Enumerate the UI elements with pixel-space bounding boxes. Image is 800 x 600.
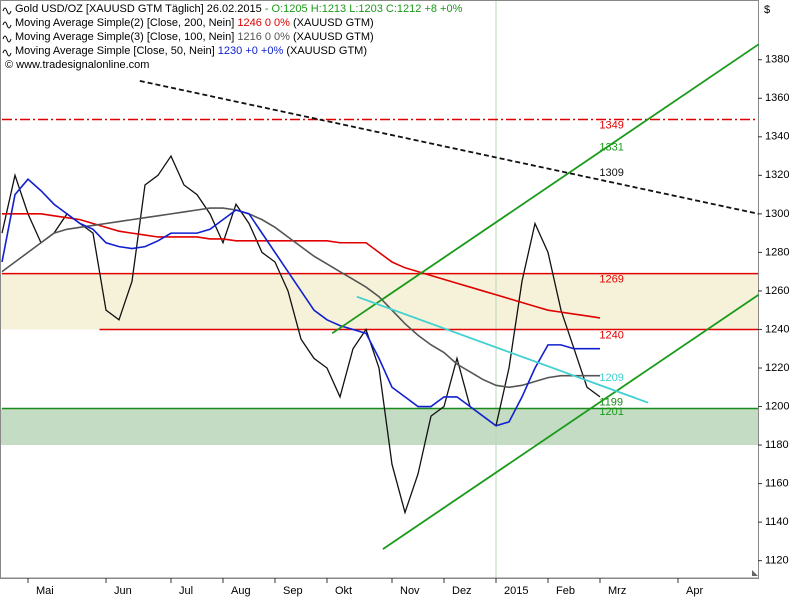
level-label: 1269 [599, 273, 623, 285]
legend-text: Moving Average Simple(2) [Close, 200, Ne… [15, 17, 234, 29]
legend-suffix: (XAUUSD GTM) [290, 17, 374, 29]
trend-line [382, 294, 760, 550]
y-tick-label: 1220 [765, 362, 789, 374]
legend-value: - O:1205 H:1213 L:1203 C:1212 +8 +0% [262, 3, 463, 15]
y-tick-label: 1360 [765, 92, 789, 104]
currency-label: $ [764, 4, 770, 16]
trend-line [139, 80, 759, 215]
series-line [2, 213, 601, 319]
legend-icon [2, 49, 12, 57]
level-label: 1240 [599, 329, 623, 341]
legend-icon [2, 35, 12, 43]
x-tick-label: Jul [179, 585, 193, 597]
trend-label: 1309 [599, 167, 623, 179]
legend-text: Moving Average Simple(3) [Close, 100, Ne… [15, 31, 234, 43]
x-tick-label: Feb [556, 585, 575, 597]
trend-label: 1209 [599, 372, 623, 384]
legend-icon [2, 21, 12, 29]
x-tick-label: Dez [452, 585, 472, 597]
x-tick-label: Mai [36, 585, 54, 597]
series-line [1, 207, 600, 389]
x-tick-label: Aug [231, 585, 251, 597]
legend-entry: Moving Average Simple [Close, 50, Nein] … [15, 45, 367, 57]
y-tick-label: 1260 [765, 285, 789, 297]
y-tick-label: 1120 [765, 555, 789, 567]
legend-value: 1246 0 0% [234, 17, 290, 29]
x-tick-label: 2015 [504, 585, 528, 597]
y-tick-label: 1320 [765, 169, 789, 181]
x-tick-label: Okt [335, 585, 352, 597]
legend-entry: Moving Average Simple(3) [Close, 100, Ne… [15, 31, 374, 43]
legend-text: Gold USD/OZ [XAUUSD GTM Täglich] 26.02.2… [15, 3, 262, 15]
y-tick-label: 1200 [765, 400, 789, 412]
legend-icon [2, 7, 12, 15]
legend-text: Moving Average Simple [Close, 50, Nein] [15, 45, 215, 57]
copyright: © www.tradesignalonline.com [5, 59, 149, 71]
legend-suffix: (XAUUSD GTM) [290, 31, 374, 43]
legend-value: 1216 0 0% [234, 31, 290, 43]
trend-label: 1201 [599, 406, 623, 418]
y-tick-label: 1240 [765, 323, 789, 335]
y-tick-label: 1300 [765, 208, 789, 220]
x-tick-label: Mrz [608, 585, 626, 597]
y-tick-label: 1180 [765, 439, 789, 451]
y-tick-label: 1160 [765, 477, 789, 489]
y-tick-label: 1280 [765, 246, 789, 258]
x-tick-label: Nov [400, 585, 420, 597]
series-line [1, 178, 600, 427]
y-tick-label: 1140 [765, 516, 789, 528]
level-label: 1349 [599, 119, 623, 131]
trend-line [356, 295, 649, 404]
y-tick-label: 1380 [765, 54, 789, 66]
legend-entry: Moving Average Simple(2) [Close, 200, Ne… [15, 17, 374, 29]
zone [0, 408, 758, 446]
x-tick-label: Sep [283, 585, 303, 597]
resize-handle [752, 570, 758, 576]
x-tick-label: Jun [114, 585, 132, 597]
legend-entry: Gold USD/OZ [XAUUSD GTM Täglich] 26.02.2… [15, 3, 463, 15]
legend-suffix: (XAUUSD GTM) [283, 45, 367, 57]
x-tick-label: Apr [686, 585, 703, 597]
y-tick-label: 1340 [765, 131, 789, 143]
series-line [1, 154, 601, 515]
trend-label: 1331 [599, 141, 623, 153]
legend-value: 1230 +0 +0% [215, 45, 284, 57]
trend-line [331, 43, 760, 335]
